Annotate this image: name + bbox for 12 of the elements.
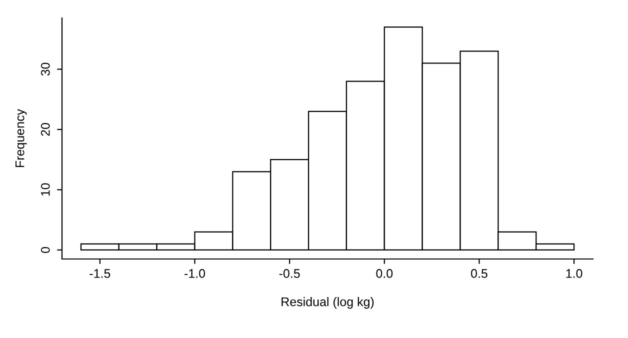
y-axis-title: Frequency	[16, 108, 27, 167]
x-tick-label: -1.0	[184, 269, 206, 278]
x-tick-label: -1.5	[90, 269, 110, 278]
x-tick-label: 0.5	[471, 269, 488, 278]
x-tick-label: 0.0	[376, 269, 393, 278]
x-tick-label: 1.0	[566, 269, 582, 278]
y-tick-label: 20	[40, 123, 50, 136]
y-tick-label: 0	[40, 246, 50, 253]
y-tick-label: 30	[40, 62, 50, 76]
x-axis-title: Residual (log kg)	[282, 297, 374, 309]
x-tick-label: -0.5	[279, 269, 300, 278]
y-tick-label: 10	[40, 183, 50, 196]
